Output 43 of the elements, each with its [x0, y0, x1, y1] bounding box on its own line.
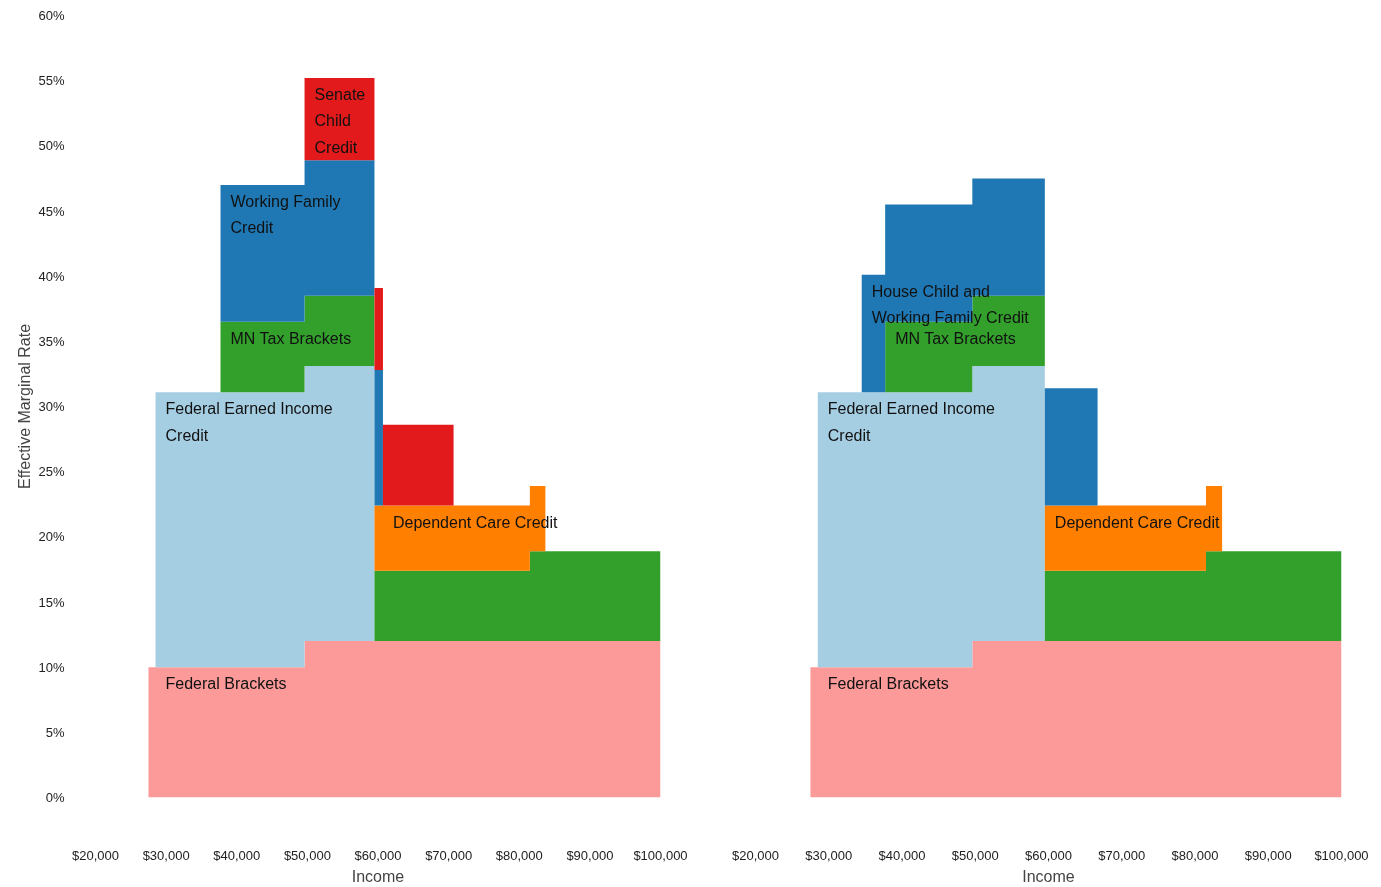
- series-label: Senate Child Credit: [314, 86, 366, 156]
- x-tick-label: $80,000: [1171, 847, 1219, 863]
- x-axis-title: Income: [1022, 867, 1075, 885]
- series-label: MN Tax Brackets: [230, 329, 352, 347]
- x-tick-label: $80,000: [495, 847, 543, 863]
- x-tick-label: $90,000: [566, 847, 614, 863]
- x-axis-title: Income: [351, 867, 405, 885]
- series-label: Federal Earned Income Credit: [827, 400, 996, 444]
- y-tick-label: 40%: [38, 268, 65, 284]
- x-tick-label: $60,000: [1025, 847, 1072, 863]
- x-tick-label: $20,000: [732, 847, 779, 863]
- series-label: MN Tax Brackets: [895, 329, 1016, 347]
- y-tick-label: 30%: [38, 399, 65, 414]
- x-tick-label: $40,000: [878, 847, 926, 863]
- x-tick-label: $100,000: [633, 847, 688, 863]
- y-tick-label: 20%: [38, 529, 65, 545]
- x-tick-label: $70,000: [425, 847, 473, 863]
- x-tick-label: $50,000: [283, 847, 331, 863]
- x-tick-label: $30,000: [142, 847, 190, 863]
- x-tick-label: $90,000: [1244, 847, 1292, 863]
- x-tick-label: $60,000: [354, 847, 402, 863]
- x-tick-label: $30,000: [805, 847, 853, 863]
- series-label: Federal Brackets: [165, 675, 287, 693]
- x-tick-label: $100,000: [1314, 847, 1369, 863]
- y-tick-label: 35%: [38, 333, 65, 349]
- series-label: Federal Brackets: [827, 675, 949, 693]
- y-tick-label: 0%: [45, 790, 65, 805]
- y-tick-label: 10%: [38, 659, 65, 675]
- x-tick-label: $70,000: [1098, 847, 1146, 863]
- y-tick-label: 50%: [38, 138, 65, 154]
- series-label: Dependent Care Credit: [1054, 513, 1220, 531]
- y-tick-label: 5%: [45, 724, 65, 740]
- y-axis-title: Effective Marginal Rate: [16, 323, 34, 490]
- x-tick-label: $50,000: [951, 847, 999, 863]
- x-tick-label: $40,000: [213, 847, 261, 863]
- y-tick-label: 45%: [38, 203, 65, 219]
- y-tick-label: 55%: [38, 73, 65, 89]
- series-label: Federal Earned Income Credit: [165, 400, 333, 444]
- y-tick-label: 60%: [38, 8, 65, 23]
- y-tick-label: 15%: [38, 594, 65, 610]
- x-tick-label: $20,000: [72, 847, 119, 863]
- series-label: Working Family Credit: [230, 192, 341, 237]
- y-tick-label: 25%: [38, 464, 65, 480]
